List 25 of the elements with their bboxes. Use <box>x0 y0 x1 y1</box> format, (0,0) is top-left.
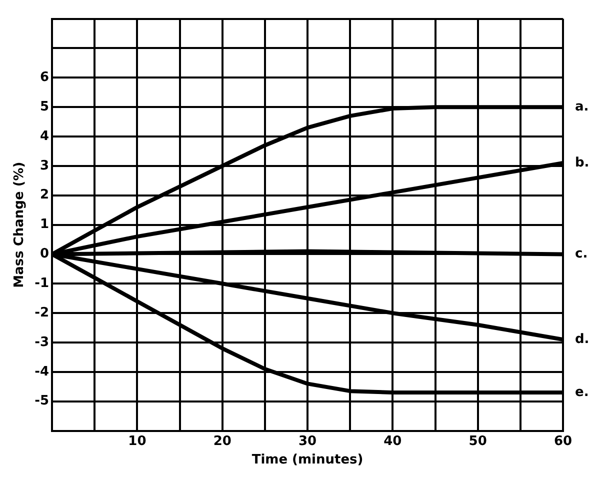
y-tick-label: -4 <box>34 364 50 380</box>
series-label: a. <box>575 99 589 114</box>
x-tick-label: 60 <box>554 434 572 449</box>
y-tick-label: 5 <box>40 99 50 114</box>
series-label: b. <box>575 155 590 170</box>
y-tick-label: 3 <box>40 158 50 174</box>
y-tick-label: -2 <box>34 305 50 320</box>
x-tick-label: 40 <box>384 434 402 449</box>
y-tick-label: -1 <box>34 276 50 292</box>
series-label: e. <box>575 384 589 400</box>
y-axis-title: Mass Change (%) <box>12 162 28 288</box>
x-tick-label: 20 <box>213 434 232 449</box>
x-tick-label: 10 <box>128 434 146 449</box>
y-tick-label: 4 <box>40 128 50 144</box>
x-tick-label: 50 <box>468 434 487 449</box>
x-axis-title: Time (minutes) <box>252 452 364 468</box>
y-tick-label: 0 <box>40 246 50 262</box>
y-tick-label: 6 <box>40 70 50 86</box>
y-tick-label: -5 <box>34 394 50 409</box>
series-label: d. <box>575 332 590 347</box>
y-tick-label: -3 <box>34 334 50 350</box>
y-tick-label: 1 <box>40 217 50 232</box>
x-tick-label: 30 <box>298 434 317 449</box>
y-tick-label: 2 <box>40 188 50 203</box>
series-label: c. <box>575 246 588 262</box>
